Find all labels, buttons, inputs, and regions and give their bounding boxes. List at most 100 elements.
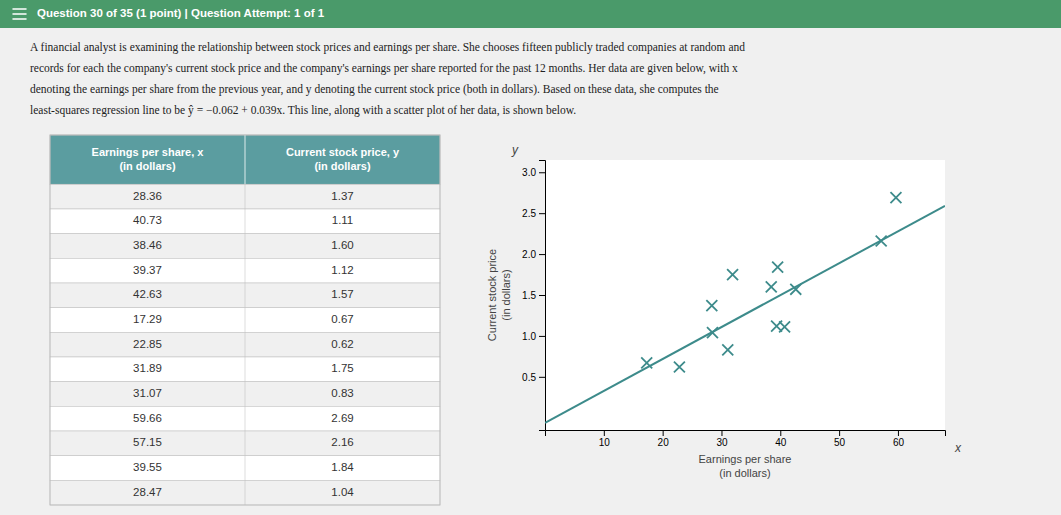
- table-cell: 57.15: [133, 436, 162, 448]
- table-cell: 0.67: [331, 313, 353, 325]
- y-axis: 0.5 1.0 1.5 2.0 2.5 3.0: [522, 161, 545, 431]
- tick: 1.0: [522, 331, 545, 342]
- table-cell: 1.04: [331, 486, 354, 498]
- tick-label: 1.5: [522, 290, 536, 301]
- menu-icon-line[interactable]: [13, 8, 26, 10]
- page: Question 30 of 35 (1 point) | Question A…: [0, 0, 1061, 515]
- tick: 2.0: [522, 249, 545, 260]
- table-cell: 40.73: [133, 214, 162, 226]
- tick: 50: [834, 430, 846, 448]
- tick-label: 0.5: [522, 372, 536, 383]
- tick: 40: [775, 430, 787, 448]
- table-row: [50, 406, 440, 431]
- y-axis-title: Current stock price(in dollars): [486, 249, 511, 341]
- tick: 20: [658, 430, 670, 448]
- table-row: [50, 456, 440, 481]
- table-cell: 1.57: [331, 288, 353, 300]
- table-row: [50, 258, 440, 283]
- table-cell: 31.89: [133, 362, 162, 374]
- text-line: (in dollars): [119, 160, 176, 172]
- table-row: [50, 480, 440, 505]
- table-column-header: Earnings per share, x(in dollars): [92, 145, 205, 171]
- tick-label: 30: [716, 437, 728, 448]
- text-line: (in dollars): [719, 467, 770, 479]
- tick-mark: [539, 295, 545, 296]
- table-cell: 2.16: [331, 436, 353, 448]
- table-divider: [245, 308, 246, 333]
- tick-mark: [663, 430, 664, 436]
- table-cell: 31.07: [133, 387, 162, 399]
- table-row: [50, 382, 440, 407]
- description-line: denoting the earnings per share from the…: [30, 83, 719, 96]
- table-divider: [245, 357, 246, 382]
- tick-label: 50: [834, 437, 846, 448]
- table-header: [50, 135, 440, 184]
- table-border: [50, 135, 440, 505]
- table-cell: 59.66: [133, 412, 162, 424]
- x-axis-symbol: x: [954, 441, 962, 455]
- table-row: [50, 332, 440, 357]
- table-divider: [245, 209, 246, 234]
- text-line: Current stock price, y: [286, 145, 400, 157]
- menu-icon[interactable]: [13, 9, 26, 19]
- table-cell: 1.84: [331, 461, 354, 473]
- scatter-point: [722, 344, 733, 355]
- table-divider: [245, 480, 246, 505]
- tick: 2.5: [522, 208, 545, 219]
- table-divider: [245, 406, 246, 431]
- tick-mark: [839, 430, 840, 436]
- tick-label: 40: [775, 437, 787, 448]
- header-text: Question 30 of 35 (1 point) | Question A…: [37, 7, 325, 19]
- tick-label: 3.0: [522, 167, 536, 178]
- menu-icon-line[interactable]: [13, 13, 26, 15]
- description-line: A financial analyst is examining the rel…: [30, 41, 745, 54]
- table-cell: 1.75: [331, 362, 353, 374]
- table-cell: 0.62: [331, 338, 353, 350]
- table-cell: 42.63: [133, 288, 162, 300]
- table-divider: [245, 283, 246, 308]
- text-line: Earnings per share: [699, 453, 792, 465]
- table-column-header: Current stock price, y(in dollars): [286, 145, 400, 171]
- table-divider: [245, 135, 246, 184]
- y-axis-symbol: y: [511, 143, 519, 157]
- table-row: [50, 209, 440, 234]
- plot-area: [545, 192, 945, 423]
- tick-mark: [604, 430, 605, 436]
- axis-line: [539, 161, 546, 431]
- table-cell: 1.11: [332, 214, 354, 226]
- tick-mark: [539, 172, 545, 173]
- table-row: [50, 357, 440, 382]
- table-divider: [245, 258, 246, 283]
- tick-mark: [721, 430, 722, 436]
- table-cell: 38.46: [133, 239, 162, 251]
- scatter-point: [772, 262, 783, 273]
- menu-icon-line[interactable]: [13, 18, 26, 20]
- chart: 1020304050600.51.01.52.02.53.0Earnings p…: [486, 143, 962, 479]
- table-cell: 1.12: [331, 264, 353, 276]
- tick-label: 2.0: [522, 249, 536, 260]
- description-line: records for each the company's current s…: [30, 62, 738, 75]
- table-divider: [245, 456, 246, 481]
- description: A financial analyst is examining the rel…: [30, 41, 745, 117]
- tick: 30: [716, 430, 728, 448]
- table-cell: 2.69: [331, 412, 353, 424]
- text-line: (in dollars): [500, 269, 512, 320]
- table-cell: 0.83: [331, 387, 353, 399]
- regression-line: [545, 206, 945, 423]
- table-cell: 28.36: [133, 190, 162, 202]
- table-cell: 22.85: [133, 338, 162, 350]
- tick: 1.5: [522, 290, 545, 301]
- tick-mark: [539, 213, 545, 214]
- scatter-point: [890, 192, 901, 203]
- tick-mark: [780, 430, 781, 436]
- x-axis-title: Earnings per share (in dollars): [699, 453, 792, 478]
- description-line: least-squares regression line to be ŷ = …: [30, 104, 576, 117]
- tick-label: 2.5: [522, 208, 536, 219]
- table-cell: 39.55: [133, 461, 162, 473]
- tick-mark: [539, 377, 545, 378]
- scatter-point: [771, 321, 782, 332]
- scatter-point: [706, 300, 717, 311]
- table-divider: [245, 431, 246, 456]
- tick-mark: [539, 254, 545, 255]
- data-table: Earnings per share, x(in dollars) Current…: [50, 135, 440, 505]
